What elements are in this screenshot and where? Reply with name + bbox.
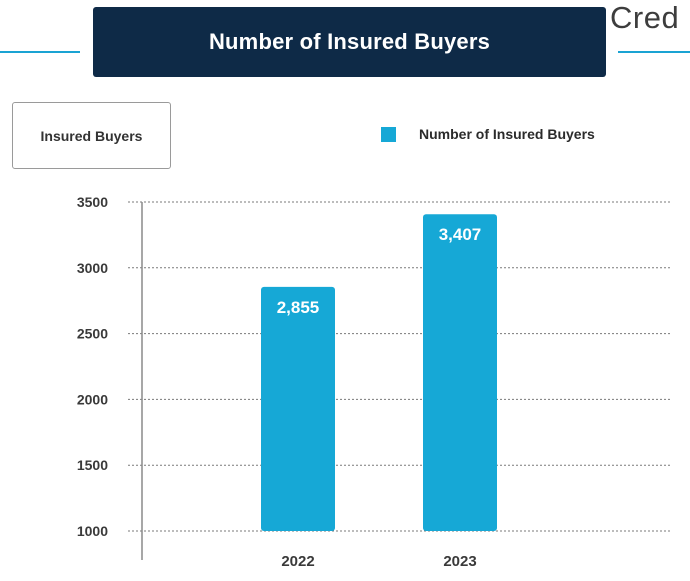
chart-label: Insured Buyers	[40, 127, 143, 144]
bar	[261, 286, 335, 531]
data-label: 2,855	[277, 298, 320, 317]
y-tick-label: 3500	[77, 194, 108, 210]
legend-label: Number of Insured Buyers	[419, 126, 595, 142]
bar	[423, 214, 497, 531]
y-tick-label: 3000	[77, 260, 108, 276]
x-tick-label: 2022	[281, 553, 314, 570]
legend-swatch	[381, 126, 396, 142]
x-tick-label: 2023	[443, 553, 476, 570]
legend: Number of Insured Buyers	[381, 126, 595, 142]
data-label: 3,407	[439, 225, 482, 244]
header-line-right	[618, 51, 690, 53]
y-tick-label: 2500	[77, 326, 108, 342]
chart-label-box: Insured Buyers	[12, 102, 171, 169]
chart-title: Number of Insured Buyers	[208, 29, 491, 54]
y-tick-label: 2000	[77, 391, 108, 407]
brand-logo: Cred	[610, 0, 680, 35]
y-tick-label: 1500	[77, 457, 108, 473]
title-banner: Number of Insured Buyers	[93, 7, 606, 77]
header-line-left	[0, 51, 80, 53]
y-tick-label: 1000	[77, 523, 108, 539]
